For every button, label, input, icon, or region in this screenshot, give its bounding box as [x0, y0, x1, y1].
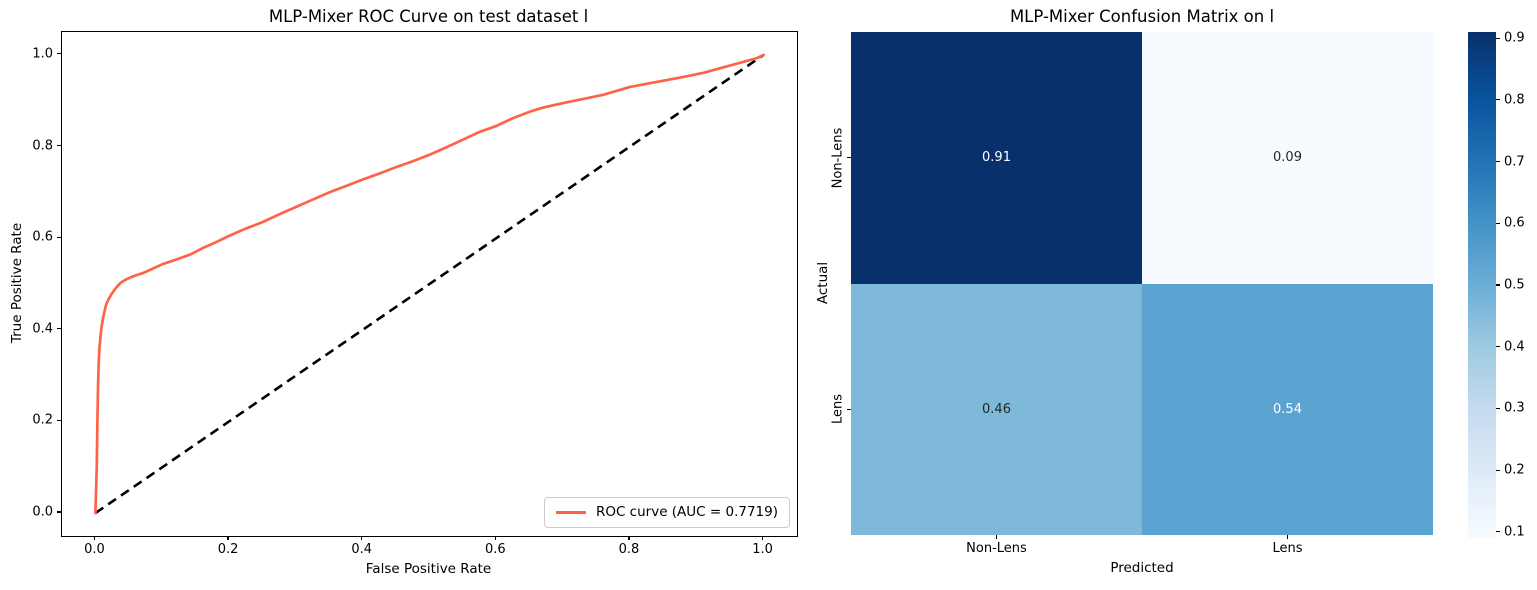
colorbar-tick-mark	[1496, 407, 1500, 409]
colorbar-tick-label: 0.7	[1504, 154, 1525, 170]
colorbar-tick-label: 0.4	[1504, 339, 1525, 355]
roc-y-tick-label: 0.4	[32, 321, 53, 337]
cm-ylabel: Actual	[815, 261, 831, 305]
roc-x-tick-mark	[93, 536, 95, 540]
cm-cell-actual-nonlens-pred-nonlens: 0.91	[851, 32, 1142, 284]
colorbar-tick-label: 0.6	[1504, 215, 1525, 231]
roc-x-tick-mark	[761, 536, 764, 540]
cm-cell-value: 0.09	[1273, 150, 1302, 166]
roc-axes: ROC curve (AUC = 0.7719)	[61, 31, 798, 537]
roc-y-tick-mark	[57, 328, 61, 330]
cm-x-tick-mark	[995, 535, 998, 539]
colorbar-tick-mark	[1496, 99, 1500, 101]
cm-title: MLP-Mixer Confusion Matrix on l	[1009, 7, 1275, 26]
cm-y-tick-label: Non-Lens	[830, 127, 846, 189]
colorbar-tick-mark	[1496, 284, 1500, 286]
colorbar-tick-mark	[1496, 531, 1500, 533]
roc-x-tick-label: 0.6	[484, 542, 506, 557]
roc-y-tick-label: 0.6	[32, 229, 53, 245]
roc-y-tick-label: 0.8	[32, 138, 53, 154]
colorbar-tick-mark	[1496, 222, 1500, 224]
roc-y-tick-mark	[57, 53, 61, 55]
roc-x-tick-mark	[227, 536, 229, 540]
cm-x-tick-label: Lens	[1272, 541, 1303, 556]
cm-y-tick-mark	[847, 157, 851, 159]
roc-y-tick-label: 0.2	[32, 412, 53, 428]
colorbar-tick-mark	[1496, 469, 1500, 471]
cm-cell-value: 0.54	[1273, 401, 1302, 417]
roc-plot-area	[94, 53, 765, 515]
cm-x-tick-label: Non-Lens	[966, 541, 1027, 556]
roc-panel: MLP-Mixer ROC Curve on test dataset l RO…	[9, 7, 798, 577]
cm-cell-value: 0.91	[982, 150, 1011, 166]
roc-curve-line	[94, 53, 765, 515]
roc-xlabel: False Positive Rate	[365, 561, 492, 577]
roc-x-tick-label: 0.0	[84, 542, 105, 557]
roc-y-tick-label: 0.0	[32, 504, 53, 520]
cm-y-tick-label: Lens	[830, 394, 846, 425]
cm-cell-actual-lens-pred-nonlens: 0.46	[851, 283, 1142, 535]
roc-y-tick-label: 1.0	[32, 46, 53, 62]
colorbar-tick-label: 0.9	[1504, 30, 1525, 46]
colorbar-tick-mark	[1496, 37, 1500, 39]
roc-x-tick-mark	[494, 536, 496, 540]
chance-diagonal-line	[94, 53, 765, 515]
roc-x-tick-label: 0.4	[351, 542, 373, 557]
cm-cell-actual-nonlens-pred-lens: 0.09	[1142, 32, 1433, 284]
colorbar-tick-label: 0.8	[1504, 92, 1525, 108]
roc-legend: ROC curve (AUC = 0.7719)	[543, 497, 790, 528]
roc-y-tick-mark	[57, 144, 61, 147]
roc-x-tick-label: 0.2	[217, 542, 239, 557]
colorbar-tick-mark	[1496, 160, 1500, 163]
colorbar-tick-mark	[1496, 346, 1500, 348]
confusion-matrix-panel: MLP-Mixer Confusion Matrix on l 0.91 0.0…	[810, 0, 1537, 590]
roc-legend-label: ROC curve (AUC = 0.7719)	[595, 504, 778, 520]
roc-y-tick-mark	[57, 236, 61, 238]
roc-y-tick-mark	[57, 511, 61, 513]
colorbar-tick-label: 0.3	[1504, 400, 1525, 416]
cm-cell-value: 0.46	[982, 401, 1011, 417]
roc-x-tick-mark	[361, 536, 363, 540]
colorbar-tick-label: 0.2	[1504, 462, 1525, 478]
colorbar	[1468, 32, 1496, 538]
roc-x-tick-label: 1.0	[752, 542, 773, 557]
colorbar-tick-label: 0.5	[1504, 277, 1525, 293]
roc-title: MLP-Mixer ROC Curve on test dataset l	[268, 7, 589, 26]
roc-x-tick-mark	[628, 536, 630, 540]
roc-legend-line-swatch	[555, 510, 586, 514]
cm-x-tick-mark	[1286, 535, 1289, 539]
cm-y-tick-mark	[847, 408, 851, 410]
roc-y-tick-mark	[57, 419, 61, 422]
confusion-matrix-grid: 0.91 0.09 0.46 0.54	[851, 32, 1433, 535]
roc-ylabel: True Positive Rate	[9, 222, 25, 344]
cm-cell-actual-lens-pred-lens: 0.54	[1142, 283, 1433, 535]
roc-x-tick-label: 0.8	[618, 542, 640, 557]
colorbar-tick-label: 0.1	[1504, 524, 1525, 540]
cm-xlabel: Predicted	[1110, 560, 1174, 576]
